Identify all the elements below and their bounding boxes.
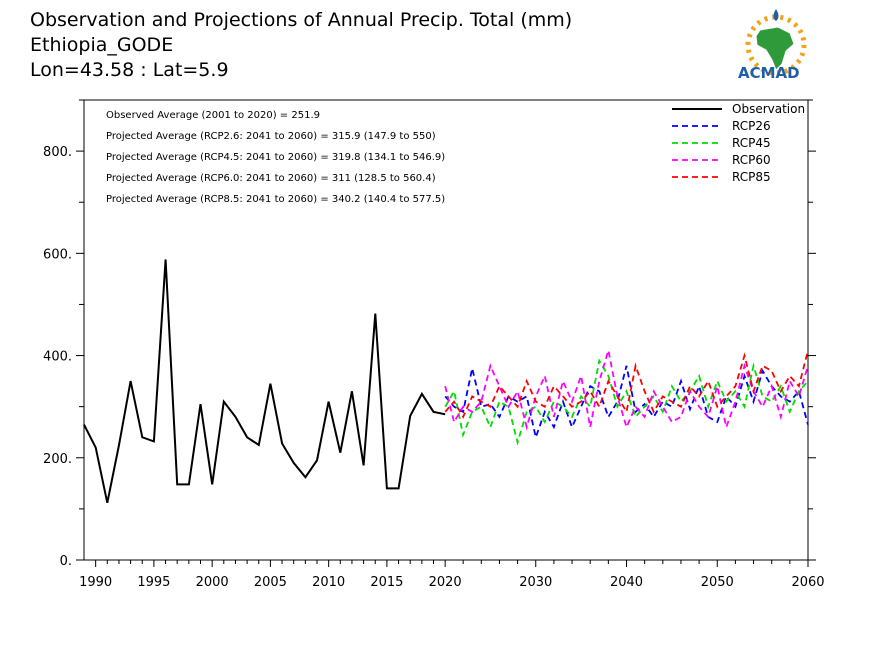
x-tick-label: 2015 <box>370 575 403 590</box>
rcp-series-group <box>444 350 809 446</box>
africa-map-icon <box>755 26 795 71</box>
plot-frame <box>83 99 809 561</box>
x-tick-label: 2050 <box>701 575 734 590</box>
x-tick-label: 2030 <box>519 575 552 590</box>
y-tick-label: 400. <box>43 350 72 365</box>
sun-rays-icon <box>745 14 807 76</box>
x-tick-label: 2040 <box>610 575 643 590</box>
legend-label: RCP26 <box>732 119 771 133</box>
y-tick-label: 600. <box>43 247 72 262</box>
legend-label: RCP85 <box>732 170 771 184</box>
raindrop-icon <box>773 9 779 21</box>
series-line-rcp60 <box>444 350 809 431</box>
x-tick-label: 1990 <box>79 575 112 590</box>
station-coords: Lon=43.58 : Lat=5.9 <box>30 59 229 81</box>
x-tick-label: 2060 <box>791 575 824 590</box>
x-tick-label: 2010 <box>312 575 345 590</box>
y-tick-label: 800. <box>43 145 72 160</box>
x-tick-label: 2020 <box>429 575 462 590</box>
x-tick-label: 2000 <box>196 575 229 590</box>
observation-series <box>83 259 446 504</box>
series-line-rcp45 <box>444 358 809 446</box>
legend-label: RCP45 <box>732 136 771 150</box>
legend-label: Observation <box>732 102 805 116</box>
logo-text: ACMAD <box>738 64 800 82</box>
average-annotations: Observed Average (2001 to 2020) = 251.9 P… <box>106 110 445 205</box>
legend-label: RCP60 <box>732 153 771 167</box>
x-tick-label: 1995 <box>137 575 170 590</box>
annotation-line: Observed Average (2001 to 2020) = 251.9 <box>106 110 320 121</box>
station-name: Ethiopia_GODE <box>30 34 173 56</box>
annotation-line: Projected Average (RCP2.6: 2041 to 2060)… <box>106 131 436 142</box>
y-tick-label: 0. <box>60 554 72 569</box>
legend: Observation RCP26 RCP45 RCP60 RCP85 <box>672 102 805 184</box>
annotation-line: Projected Average (RCP4.5: 2041 to 2060)… <box>106 152 445 163</box>
acmad-logo: ACMAD <box>738 9 807 82</box>
plot-axes: 0. 200. 400. 600. 800. 1990 1995 2000 2005 2010 20… <box>43 99 825 590</box>
chart-title: Observation and Projections of Annual Pr… <box>30 9 572 31</box>
series-line-rcp85 <box>444 350 809 419</box>
series-line-rcp26 <box>444 365 809 441</box>
series-line-observation <box>83 259 446 504</box>
annotation-line: Projected Average (RCP6.0: 2041 to 2060)… <box>106 173 436 184</box>
annotation-line: Projected Average (RCP8.5: 2041 to 2060)… <box>106 194 445 205</box>
x-tick-label: 2005 <box>254 575 287 590</box>
y-tick-label: 200. <box>43 452 72 467</box>
